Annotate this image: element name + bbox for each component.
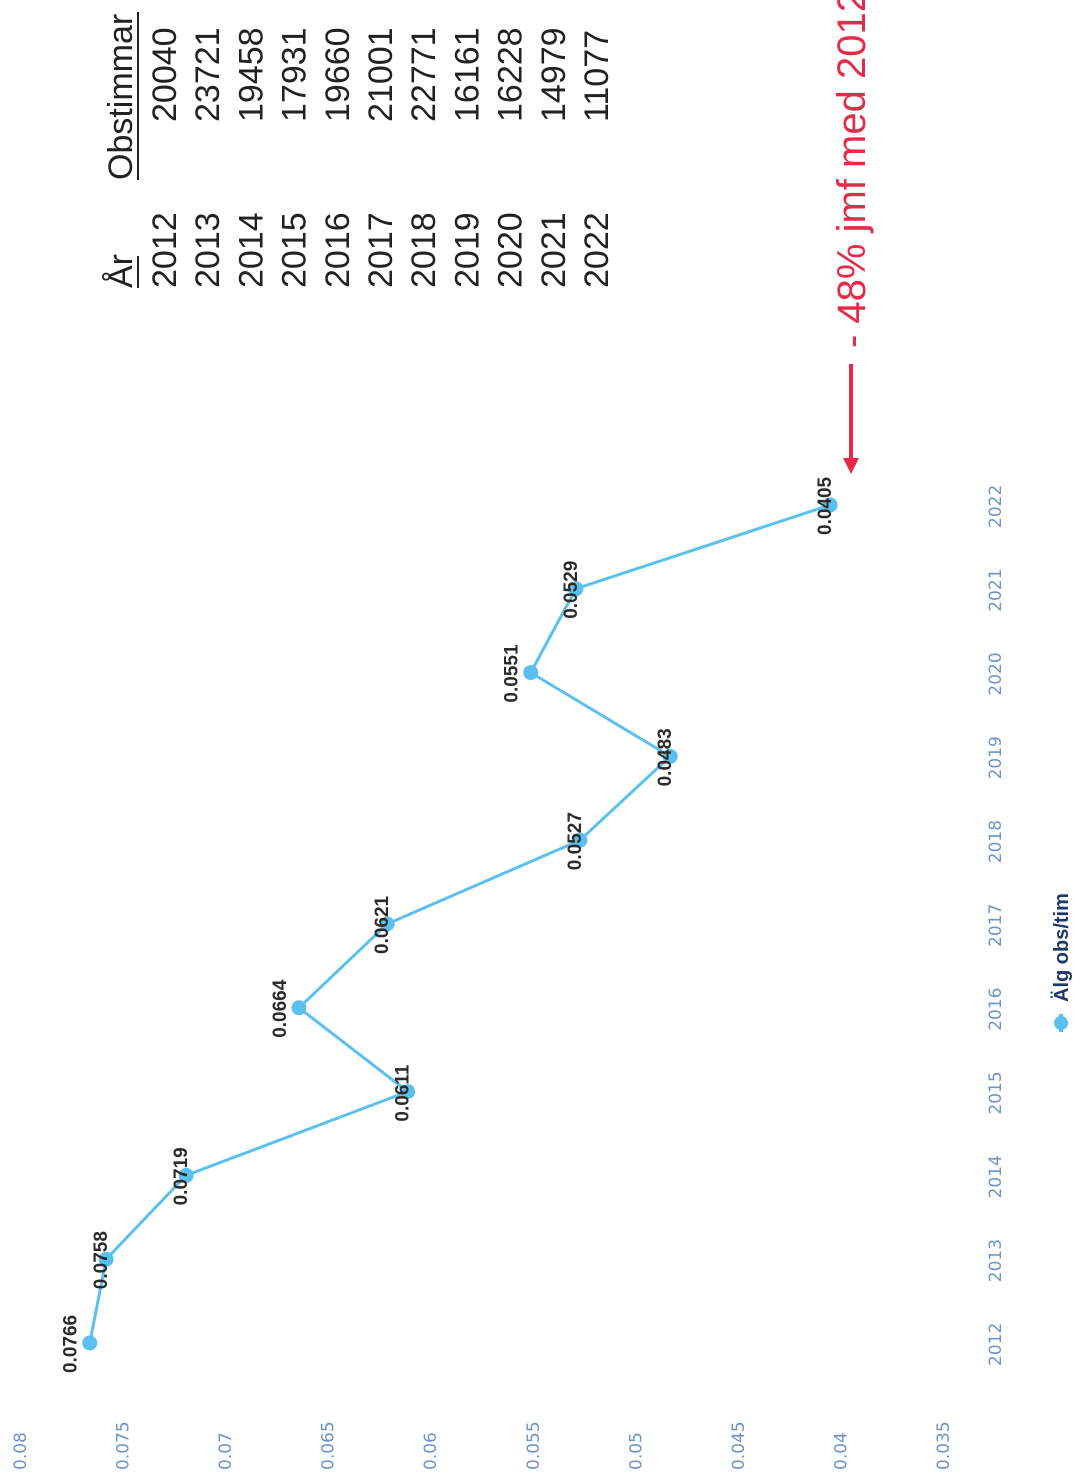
x-tick-label: 2020 xyxy=(986,652,1006,695)
x-tick-label: 2018 xyxy=(986,820,1006,863)
table-row: 2019 16161 xyxy=(448,27,486,288)
table-row: 2015 17931 xyxy=(276,27,314,288)
table-row: 2017 21001 xyxy=(362,27,400,288)
x-tick-label: 2014 xyxy=(986,1155,1006,1198)
data-label: 0.0664 xyxy=(270,979,291,1038)
table-rows: 2012200402013237212014194582015179312016… xyxy=(146,27,616,288)
data-point[interactable] xyxy=(291,1000,307,1016)
table-cell-hours: 21001 xyxy=(362,27,400,122)
data-label: 0.0483 xyxy=(655,728,676,786)
y-tick-label: 0.04 xyxy=(831,1432,851,1470)
data-point[interactable] xyxy=(568,581,584,597)
data-label: 0.0527 xyxy=(565,812,586,870)
data-point[interactable] xyxy=(400,1084,416,1100)
y-axis-ticks: 0.035 0.04 0.045 0.05 0.055 0.06 0.065 0.07 0.07… xyxy=(11,1421,954,1470)
data-point[interactable] xyxy=(572,832,588,848)
data-label: 0.0551 xyxy=(502,644,523,703)
data-label: 0.0766 xyxy=(61,1315,82,1373)
table-cell-hours: 20040 xyxy=(146,27,184,122)
change-annotation: - 48% jmf med 2012 xyxy=(830,0,874,474)
y-tick-label: 0.06 xyxy=(421,1432,441,1470)
table-cell-year: 2013 xyxy=(189,212,227,288)
table-cell-year: 2017 xyxy=(362,212,400,288)
table-cell-year: 2016 xyxy=(319,212,357,288)
table-cell-hours: 11077 xyxy=(578,30,616,122)
table-row: 2021 14979 xyxy=(535,27,573,288)
table-cell-hours: 23721 xyxy=(189,27,227,122)
table-cell-year: 2019 xyxy=(448,212,486,288)
data-label: 0.0719 xyxy=(171,1147,192,1205)
x-tick-label: 2019 xyxy=(986,736,1006,779)
observation-hours-table: År Obstimmar 2012 20040 2013 23721 2014 19458… xyxy=(102,12,616,288)
series-layer xyxy=(82,497,838,1351)
legend[interactable]: Älg obs/tim xyxy=(1050,893,1073,1032)
y-tick-label: 0.035 xyxy=(934,1421,954,1470)
data-label: 0.0405 xyxy=(815,476,836,535)
x-tick-label: 2015 xyxy=(986,1071,1006,1114)
table-row: 2016 19660 xyxy=(319,27,357,288)
data-point[interactable] xyxy=(822,497,838,513)
y-tick-label: 0.07 xyxy=(216,1432,236,1470)
x-tick-label: 2013 xyxy=(986,1239,1006,1282)
annotation-text: - 48% jmf med 2012 xyxy=(830,0,874,348)
data-point[interactable] xyxy=(98,1251,114,1267)
table-cell-year: 2021 xyxy=(535,212,573,288)
table-cell-hours: 17931 xyxy=(276,27,314,122)
series-line xyxy=(88,503,831,1344)
arrow-down-icon xyxy=(843,458,859,474)
y-tick-label: 0.055 xyxy=(524,1421,544,1470)
legend-marker-icon xyxy=(1054,1016,1068,1030)
data-label: 0.0611 xyxy=(393,1064,414,1121)
x-tick-label: 2022 xyxy=(986,485,1006,528)
table-row: 2013 23721 xyxy=(189,27,227,288)
table-cell-year: 2015 xyxy=(276,212,314,288)
x-tick-label: 2021 xyxy=(986,569,1006,612)
table-row: 2020 16228 xyxy=(492,27,530,288)
data-point[interactable] xyxy=(523,665,539,681)
data-point[interactable] xyxy=(379,916,395,932)
table-cell-hours: 16161 xyxy=(448,27,486,122)
table-cell-year: 2022 xyxy=(578,212,616,288)
table-row: 2014 19458 xyxy=(232,27,270,288)
table-cell-hours: 16228 xyxy=(492,27,530,122)
table-header-year: År xyxy=(102,254,140,288)
table-cell-year: 2018 xyxy=(405,212,443,288)
y-tick-label: 0.065 xyxy=(319,1421,339,1470)
y-tick-label: 0.08 xyxy=(11,1432,31,1470)
table-header-hours: Obstimmar xyxy=(102,14,140,180)
table-row: 2022 11077 xyxy=(578,30,616,288)
table-cell-hours: 19660 xyxy=(319,27,357,122)
table-cell-year: 2014 xyxy=(232,212,270,288)
legend-label: Älg obs/tim xyxy=(1050,893,1073,1002)
table-cell-year: 2012 xyxy=(146,212,184,288)
data-labels: 0.0766 0.0758 0.0719 0.0611 0.0664 0.0621 0.05… xyxy=(61,476,836,1373)
y-tick-label: 0.075 xyxy=(114,1421,134,1470)
data-point[interactable] xyxy=(178,1167,194,1183)
y-tick-label: 0.045 xyxy=(729,1421,749,1470)
table-row: 2018 22771 xyxy=(405,27,443,288)
x-tick-label: 2016 xyxy=(986,988,1006,1031)
y-tick-label: 0.05 xyxy=(626,1432,646,1470)
table-cell-year: 2020 xyxy=(492,212,530,288)
data-label: 0.0758 xyxy=(91,1231,112,1289)
x-tick-label: 2012 xyxy=(986,1323,1006,1366)
table-row: 2012 20040 xyxy=(146,27,184,288)
x-tick-label: 2017 xyxy=(986,904,1006,947)
data-label: 0.0621 xyxy=(372,895,393,954)
data-label: 0.0529 xyxy=(561,561,582,619)
table-cell-hours: 19458 xyxy=(232,27,270,122)
x-axis-ticks: 2012 2013 2014 2015 2016 2017 2018 2019 2020 2021… xyxy=(986,485,1006,1366)
data-point[interactable] xyxy=(82,1335,98,1351)
table-cell-hours: 22771 xyxy=(405,27,443,122)
table-cell-hours: 14979 xyxy=(535,27,573,122)
data-point[interactable] xyxy=(662,748,678,764)
